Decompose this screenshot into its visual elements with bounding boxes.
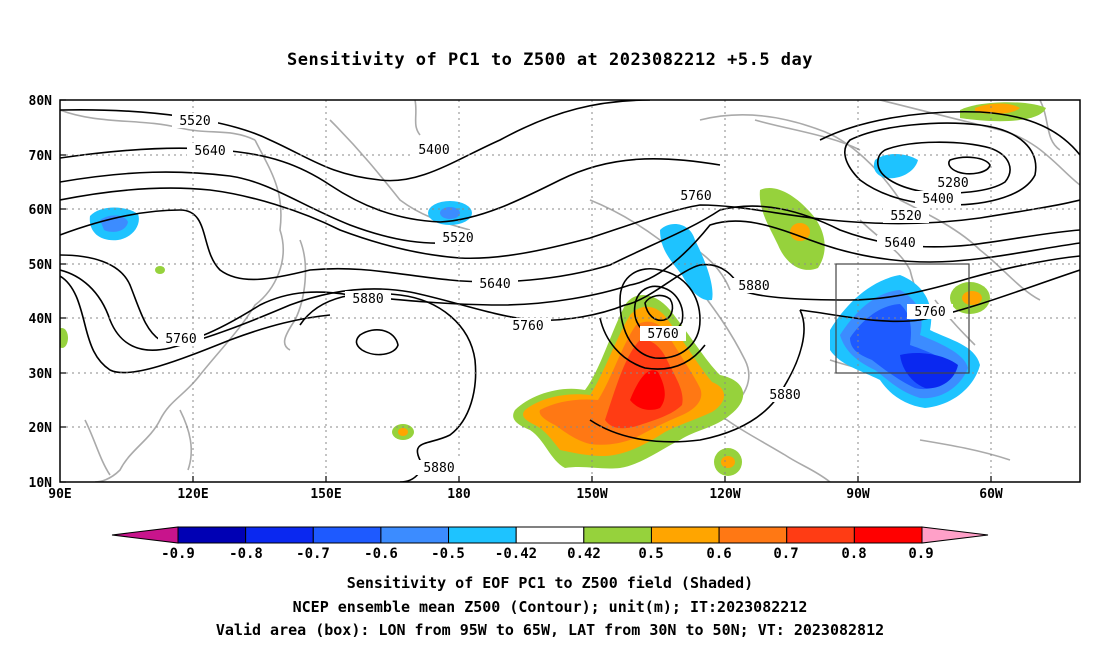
lat-label: 70N: [29, 149, 53, 164]
lat-label: 20N: [29, 421, 53, 436]
contour-label: 5400: [922, 192, 953, 207]
colorbar: -0.9 -0.8 -0.7 -0.6 -0.5 -0.42 0.42 0.5 …: [111, 526, 989, 562]
colorbar-label: -0.5: [431, 546, 465, 562]
contour-label: 5880: [769, 388, 800, 403]
caption-shaded: Sensitivity of EOF PC1 to Z500 field (Sh…: [346, 574, 754, 592]
lon-label: 60W: [979, 487, 1003, 502]
colorbar-label: 0.5: [638, 546, 663, 562]
colorbar-cell: [380, 526, 450, 544]
colorbar-label: -0.6: [364, 546, 398, 562]
contour-label: 5760: [914, 305, 945, 320]
contour-label: 5880: [352, 292, 383, 307]
colorbar-cell: [718, 526, 788, 544]
latitude-labels: 80N 70N 60N 50N 40N 30N 20N 10N: [29, 94, 53, 491]
contour-label: 5400: [418, 143, 449, 158]
contour-label: 5760: [647, 327, 678, 342]
colorbar-label: -0.7: [296, 546, 330, 562]
lat-label: 80N: [29, 94, 53, 109]
colorbar-cell: [786, 526, 855, 544]
colorbar-label: 0.8: [841, 546, 866, 562]
colorbar-cell: [853, 526, 923, 544]
lat-label: 50N: [29, 258, 53, 273]
contour-label: 5880: [738, 279, 769, 294]
colorbar-cell: [515, 526, 585, 544]
contour-label: 5520: [442, 231, 473, 246]
lon-label: 180: [447, 487, 471, 502]
colorbar-cell: [177, 526, 247, 544]
colorbar-end-low: [111, 526, 179, 544]
longitude-labels: 90E 120E 150E 180 150W 120W 90W 60W: [48, 487, 1003, 502]
contour-label: 5880: [423, 461, 454, 476]
colorbar-cell: [650, 526, 720, 544]
contour-label: 5280: [937, 176, 968, 191]
lat-label: 40N: [29, 312, 53, 327]
axis-ticks: [60, 99, 992, 483]
valid-area-box: [835, 263, 970, 374]
caption-contour: NCEP ensemble mean Z500 (Contour); unit(…: [292, 598, 808, 616]
contour-label: 5760: [512, 319, 543, 334]
lon-label: 120W: [709, 487, 740, 502]
colorbar-label: -0.9: [161, 546, 195, 562]
colorbar-cell: [583, 526, 652, 544]
caption-valid-area: Valid area (box): LON from 95W to 65W, L…: [215, 621, 885, 639]
lat-label: 30N: [29, 367, 53, 382]
lon-label: 120E: [177, 487, 208, 502]
contour-label: 5520: [890, 209, 921, 224]
colorbar-label: -0.42: [495, 546, 537, 562]
lon-label: 90W: [846, 487, 870, 502]
lat-label: 10N: [29, 476, 53, 491]
contour-label: 5640: [194, 144, 225, 159]
contour-labels: 5520 5640 5400 5520 5760 5640 5760 5880 …: [158, 113, 976, 476]
contour-label: 5760: [680, 189, 711, 204]
colorbar-label: 0.7: [773, 546, 798, 562]
colorbar-end-high: [921, 526, 989, 544]
contour-label: 5520: [179, 114, 210, 129]
lat-label: 60N: [29, 203, 53, 218]
map-title: Sensitivity of PC1 to Z500 at 2023082212…: [286, 50, 813, 70]
colorbar-cell: [448, 526, 517, 544]
colorbar-label: 0.6: [706, 546, 731, 562]
colorbar-cell: [245, 526, 314, 544]
lon-label: 150W: [576, 487, 607, 502]
colorbar-label: 0.9: [908, 546, 933, 562]
shading-negative: [89, 154, 980, 408]
sensitivity-map: 5520 5640 5400 5520 5760 5640 5760 5880 …: [29, 94, 1081, 562]
coastlines: [60, 100, 1080, 482]
contour-label: 5640: [884, 236, 915, 251]
lon-label: 150E: [310, 487, 341, 502]
contour-label: 5760: [165, 332, 196, 347]
colorbar-cell: [312, 526, 382, 544]
lon-label: 90E: [48, 487, 71, 502]
contour-label: 5640: [479, 277, 510, 292]
colorbar-cells: [177, 526, 923, 544]
colorbar-label: -0.8: [229, 546, 263, 562]
map-frame: [59, 99, 1081, 483]
colorbar-label: 0.42: [567, 546, 601, 562]
